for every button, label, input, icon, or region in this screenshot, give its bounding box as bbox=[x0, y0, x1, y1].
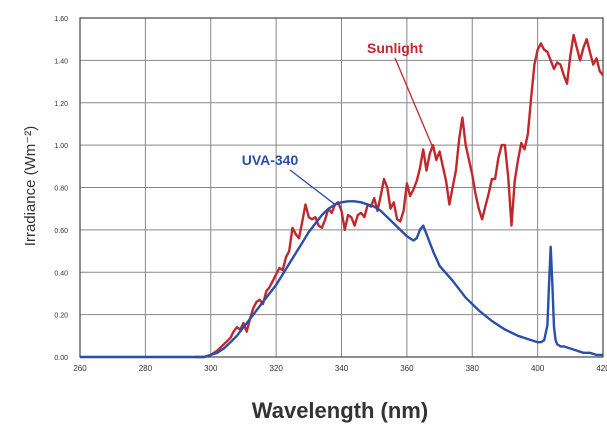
series-line-uva-340 bbox=[80, 200, 603, 359]
y-tick-label: 1.00 bbox=[54, 143, 68, 150]
y-tick-label: 0.80 bbox=[54, 186, 68, 193]
y-tick-label: 0.60 bbox=[54, 228, 68, 235]
x-tick-label: 360 bbox=[400, 364, 414, 373]
x-tick-label: 300 bbox=[204, 364, 218, 373]
y-tick-label: 1.40 bbox=[54, 58, 68, 65]
x-tick-label: 400 bbox=[531, 364, 545, 373]
annotation-leader-line bbox=[289, 169, 336, 205]
series-line-sunlight bbox=[194, 33, 603, 359]
y-tick-label: 0.40 bbox=[54, 270, 68, 277]
y-tick-label: 1.20 bbox=[54, 101, 68, 108]
axes: 260 280 300 320 340 360 380 400 420 0.00 0.20 0.40 0… bbox=[54, 16, 607, 373]
y-tick-label: 0.20 bbox=[54, 313, 68, 320]
x-tick-label: 380 bbox=[466, 364, 480, 373]
x-tick-label: 420 bbox=[596, 364, 607, 373]
annotation-label: UVA-340 bbox=[242, 152, 299, 168]
series-lines bbox=[80, 33, 603, 359]
y-axis-label: Irradiance (Wm⁻²) bbox=[22, 126, 39, 246]
annotation-leader-line bbox=[394, 57, 437, 156]
plot-frame bbox=[79, 17, 604, 358]
y-tick-label: 0.00 bbox=[54, 355, 68, 362]
annotations: Sunlight UVA-340 bbox=[242, 40, 437, 205]
x-tick-label: 280 bbox=[139, 364, 153, 373]
x-tick-label: 260 bbox=[73, 364, 87, 373]
x-tick-label: 340 bbox=[335, 364, 349, 373]
annotation-label: Sunlight bbox=[367, 40, 423, 56]
y-tick-label: 1.60 bbox=[54, 16, 68, 23]
x-axis-label: Wavelength (nm) bbox=[252, 398, 428, 423]
x-tick-label: 320 bbox=[269, 364, 283, 373]
